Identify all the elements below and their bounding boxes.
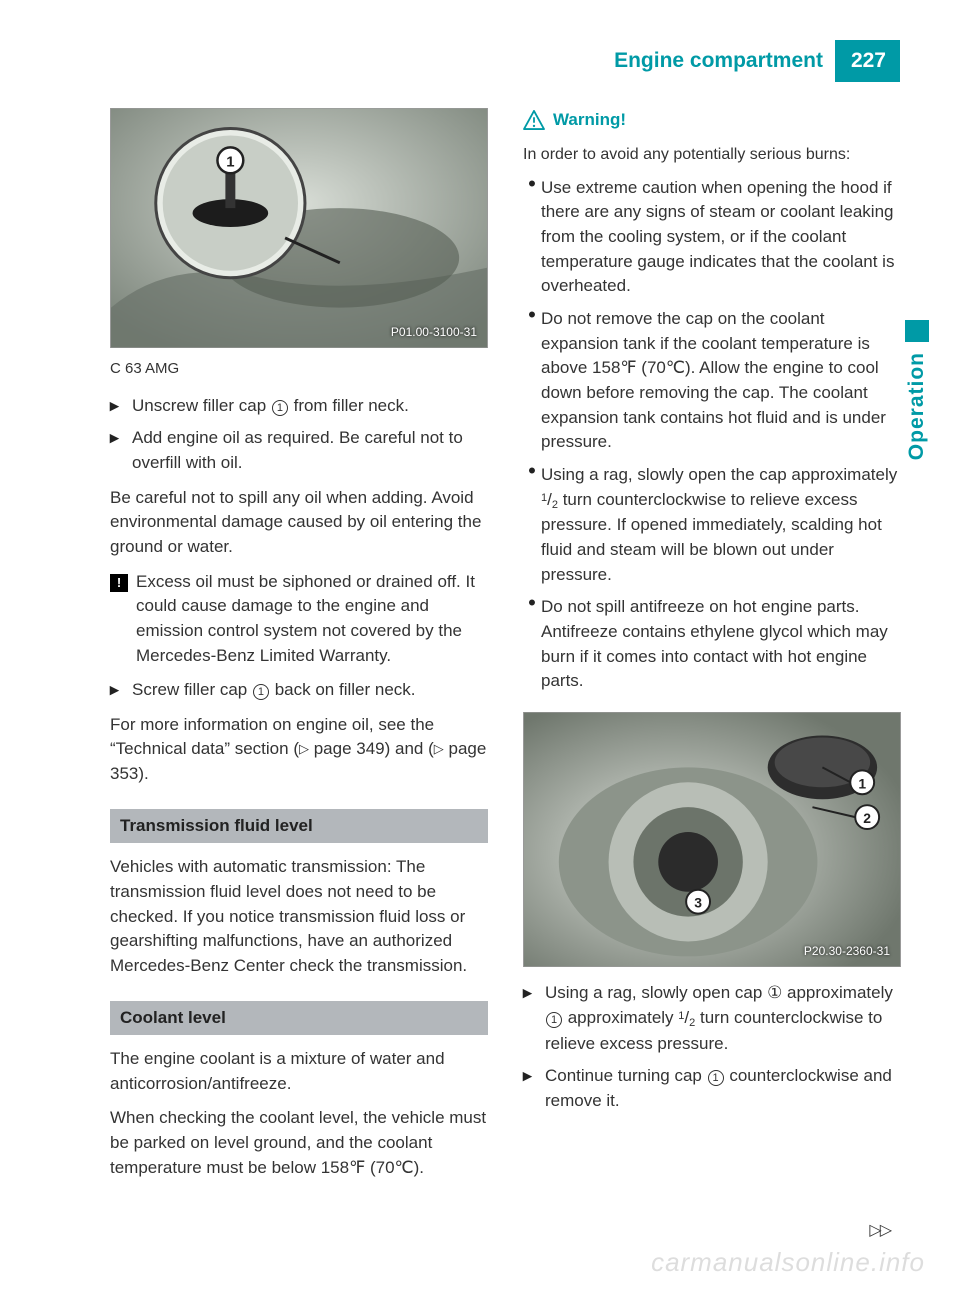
side-tab-bar bbox=[905, 320, 929, 342]
caution-text: Excess oil must be siphoned or drained o… bbox=[136, 570, 488, 669]
text: ) and ( bbox=[385, 739, 434, 758]
section-heading: Transmission fluid level bbox=[110, 809, 488, 844]
step-item: ▸ Using a rag, slowly open cap ① approxi… bbox=[523, 981, 901, 1056]
section-heading: Coolant level bbox=[110, 1001, 488, 1036]
page-ref: page 349 bbox=[314, 739, 385, 758]
manual-page: Engine compartment 227 Operation bbox=[0, 0, 960, 1302]
text: ). bbox=[138, 764, 148, 783]
step-arrow-icon: ▸ bbox=[523, 981, 545, 1056]
right-column: Warning! In order to avoid any potential… bbox=[523, 108, 901, 1190]
text: turn counterclockwise to relieve excess … bbox=[541, 490, 882, 584]
bullet-text: Using a rag, slowly open the cap approxi… bbox=[541, 463, 901, 588]
bullet-icon: • bbox=[523, 176, 541, 299]
step-text: Using a rag, slowly open cap ① approxima… bbox=[545, 981, 901, 1056]
bullet-text: Do not spill antifreeze on hot engine pa… bbox=[541, 595, 901, 694]
svg-text:3: 3 bbox=[694, 895, 702, 911]
watermark: carmanualsonline.info bbox=[651, 1244, 925, 1282]
step-item: ▸ Continue turning cap 1 counterclockwis… bbox=[523, 1064, 901, 1113]
section-title: Engine compartment bbox=[602, 40, 837, 82]
text: turn counterclockwise to relieve excess … bbox=[545, 1008, 882, 1053]
warning-bullet: • Use extreme caution when opening the h… bbox=[523, 176, 901, 299]
page-header: Engine compartment 227 bbox=[602, 40, 900, 82]
ref-icon: ▷ bbox=[299, 740, 309, 759]
warning-heading: Warning! bbox=[523, 108, 901, 133]
bullet-text: Use extreme caution when opening the hoo… bbox=[541, 176, 901, 299]
svg-text:1: 1 bbox=[858, 775, 866, 791]
side-tab: Operation bbox=[902, 320, 932, 460]
bullet-icon: • bbox=[523, 463, 541, 588]
step-item: ▸ Add engine oil as required. Be careful… bbox=[110, 426, 488, 475]
svg-text:2: 2 bbox=[863, 810, 871, 826]
step-item: ▸ Unscrew filler cap 1 from filler neck. bbox=[110, 394, 488, 419]
figure-caption: C 63 AMG bbox=[110, 358, 488, 380]
engine-oil-illustration: 1 bbox=[111, 108, 487, 348]
bullet-text: Do not remove the cap on the coolant exp… bbox=[541, 307, 901, 455]
paragraph: Vehicles with automatic transmission: Th… bbox=[110, 855, 488, 978]
step-arrow-icon: ▸ bbox=[110, 394, 132, 419]
caution-note: ! Excess oil must be siphoned or drained… bbox=[110, 570, 488, 669]
step-item: ▸ Screw filler cap 1 back on filler neck… bbox=[110, 678, 488, 703]
bullet-icon: • bbox=[523, 307, 541, 455]
warning-bullet: • Do not spill antifreeze on hot engine … bbox=[523, 595, 901, 694]
bullet-icon: • bbox=[523, 595, 541, 694]
warning-bullet: • Using a rag, slowly open the cap appro… bbox=[523, 463, 901, 588]
left-column: 1 P01.00-3100-31 C 63 AMG ▸ Unscrew fill… bbox=[110, 108, 488, 1190]
ref-icon: ▷ bbox=[434, 740, 444, 759]
page-number: 227 bbox=[837, 40, 900, 82]
step-arrow-icon: ▸ bbox=[110, 678, 132, 703]
paragraph: For more information on engine oil, see … bbox=[110, 713, 488, 787]
text: Using a rag, slowly open the cap approxi… bbox=[541, 465, 897, 484]
caution-icon: ! bbox=[110, 570, 136, 669]
text: Using a rag, slowly open cap ① approxima… bbox=[545, 983, 893, 1002]
step-text: Add engine oil as required. Be careful n… bbox=[132, 426, 488, 475]
figure-coolant-cap: 1 2 3 P20.30-2360-31 bbox=[523, 712, 901, 967]
content-area: 1 P01.00-3100-31 C 63 AMG ▸ Unscrew fill… bbox=[110, 108, 900, 1190]
warning-title: Warning! bbox=[553, 108, 626, 133]
svg-text:1: 1 bbox=[226, 153, 234, 170]
step-text: Unscrew filler cap 1 from filler neck. bbox=[132, 394, 488, 419]
continue-arrows-icon: ▷▷ bbox=[869, 1219, 890, 1242]
step-arrow-icon: ▸ bbox=[110, 426, 132, 475]
warning-bullet: • Do not remove the cap on the coolant e… bbox=[523, 307, 901, 455]
coolant-illustration: 1 2 3 bbox=[524, 712, 900, 967]
paragraph: Be careful not to spill any oil when add… bbox=[110, 486, 488, 560]
warning-triangle-icon bbox=[523, 110, 545, 130]
step-arrow-icon: ▸ bbox=[523, 1064, 545, 1113]
paragraph: When checking the coolant level, the veh… bbox=[110, 1106, 488, 1180]
figure-label: P20.30-2360-31 bbox=[804, 943, 890, 960]
figure-label: P01.00-3100-31 bbox=[391, 324, 477, 341]
side-tab-label: Operation bbox=[902, 352, 932, 460]
paragraph: The engine coolant is a mixture of water… bbox=[110, 1047, 488, 1096]
step-text: Screw filler cap 1 back on filler neck. bbox=[132, 678, 488, 703]
warning-intro: In order to avoid any potentially seriou… bbox=[523, 143, 901, 166]
figure-oil-cap: 1 P01.00-3100-31 bbox=[110, 108, 488, 348]
step-text: Continue turning cap 1 counterclockwise … bbox=[545, 1064, 901, 1113]
